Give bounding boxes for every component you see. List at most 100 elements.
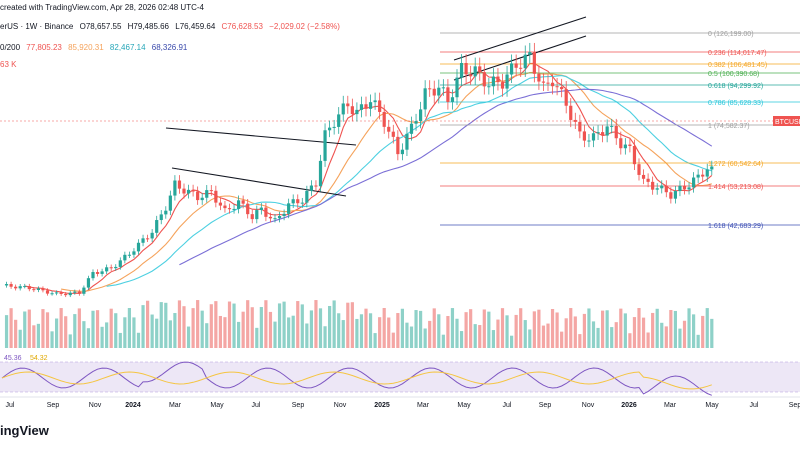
candle xyxy=(660,180,664,194)
volume-bar xyxy=(205,323,209,348)
volume-bar xyxy=(651,312,655,348)
volume-bar xyxy=(519,308,523,348)
volume-bar xyxy=(314,300,318,348)
candle-body xyxy=(368,102,373,109)
volume-bar xyxy=(68,334,72,348)
volume-bar xyxy=(391,332,395,348)
candle-body xyxy=(346,103,350,107)
channel-upper-line xyxy=(165,127,357,146)
candle xyxy=(364,96,368,117)
volume-bar xyxy=(141,305,145,348)
volume-bar xyxy=(364,308,368,348)
created-text: created with TradingView.com, Apr 28, 20… xyxy=(0,3,204,12)
candle-body xyxy=(23,286,27,288)
volume-bar xyxy=(546,323,550,348)
volume-bar xyxy=(350,302,354,348)
candle-body xyxy=(491,76,495,87)
volume-bar xyxy=(223,317,227,348)
candle-body xyxy=(710,166,714,170)
time-label: Nov xyxy=(334,402,347,409)
candle-body xyxy=(14,286,18,289)
volume-bar xyxy=(669,309,673,348)
candle xyxy=(591,126,596,148)
rsi-value: 45.36 xyxy=(4,355,22,362)
candle xyxy=(182,183,186,199)
candle xyxy=(437,79,441,104)
candle-body xyxy=(332,126,336,128)
candle-body xyxy=(500,82,505,89)
candle xyxy=(455,69,459,106)
candle-body xyxy=(373,100,377,103)
volume-bar xyxy=(55,318,59,348)
volume-bar xyxy=(646,332,650,348)
fib-label: 0.618 (94,299.92) xyxy=(708,83,763,90)
volume-bar xyxy=(459,331,464,348)
candle-body xyxy=(414,121,418,124)
candle-body xyxy=(105,267,109,272)
candle-body xyxy=(82,287,86,294)
candle xyxy=(368,94,373,117)
candle xyxy=(9,281,13,289)
candle xyxy=(428,80,432,97)
candle xyxy=(305,185,309,208)
candle-body xyxy=(705,169,709,177)
candle-body xyxy=(610,125,614,127)
time-label: Sep xyxy=(539,402,552,409)
candle-body xyxy=(669,192,673,199)
candle xyxy=(482,63,486,95)
candle xyxy=(45,288,50,296)
candle xyxy=(459,54,464,87)
candle xyxy=(528,42,532,64)
candle xyxy=(350,98,354,122)
candle-body xyxy=(214,190,218,203)
volume-bar xyxy=(36,323,40,348)
candle xyxy=(36,286,40,293)
fib-label: 1.618 (42,683.29) xyxy=(708,223,763,230)
candle-body xyxy=(651,181,655,190)
created-line: created with TradingView.com, Apr 28, 20… xyxy=(0,3,208,13)
volume-bar xyxy=(605,310,609,348)
volume-bar xyxy=(86,328,91,348)
candle-body xyxy=(314,185,318,187)
candle-body xyxy=(359,104,364,110)
volume-bar xyxy=(273,321,277,348)
candle-body xyxy=(18,286,22,289)
volume-bar xyxy=(573,316,577,348)
rsi-ma-line xyxy=(1,371,712,390)
volume-label: 63 K xyxy=(0,60,17,69)
candle-body xyxy=(282,213,286,216)
candle xyxy=(587,133,591,148)
candle xyxy=(478,57,482,81)
volume-bar xyxy=(337,313,341,348)
volume-bar xyxy=(155,318,159,348)
volume-bar xyxy=(446,316,450,348)
candle xyxy=(246,199,250,219)
candle-body xyxy=(91,272,95,279)
candle xyxy=(546,74,550,92)
candle xyxy=(4,281,9,288)
candle-body xyxy=(696,174,700,178)
volume-bar xyxy=(400,308,404,348)
volume-bar xyxy=(114,313,118,348)
volume-bar xyxy=(523,320,527,348)
candle xyxy=(701,169,705,183)
candle-body xyxy=(400,149,404,155)
candle-body xyxy=(296,199,300,204)
fib-label: 0.5 (100,390.68) xyxy=(708,71,759,78)
volume-bar xyxy=(95,310,100,348)
candle-body xyxy=(259,207,263,211)
volume-bar xyxy=(387,317,391,348)
candle-body xyxy=(632,145,637,165)
volume-bar xyxy=(282,301,286,348)
volume-bar xyxy=(218,315,222,348)
rsi-band xyxy=(0,362,800,392)
candle xyxy=(132,248,136,258)
rsi-line xyxy=(1,361,712,396)
candle-body xyxy=(396,136,400,155)
ma-line-3 xyxy=(106,75,712,287)
volume-bar xyxy=(23,311,27,348)
candle-body xyxy=(532,52,536,74)
volume-bar xyxy=(423,328,427,348)
volume-bar xyxy=(705,308,709,348)
